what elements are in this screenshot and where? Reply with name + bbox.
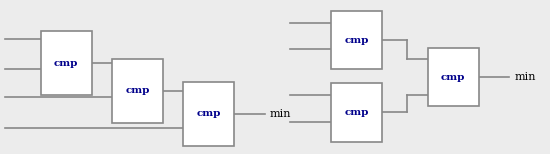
Text: cmp: cmp xyxy=(196,109,221,118)
Bar xyxy=(428,48,478,106)
Bar xyxy=(183,82,234,146)
Text: cmp: cmp xyxy=(344,36,369,45)
Text: cmp: cmp xyxy=(54,59,79,68)
Bar xyxy=(112,59,163,123)
Bar xyxy=(331,11,382,69)
Text: min: min xyxy=(514,72,536,82)
Text: min: min xyxy=(270,109,292,119)
Text: cmp: cmp xyxy=(125,86,150,95)
Bar xyxy=(41,31,92,95)
Bar xyxy=(331,83,382,142)
Text: cmp: cmp xyxy=(344,108,369,117)
Text: cmp: cmp xyxy=(441,73,465,81)
